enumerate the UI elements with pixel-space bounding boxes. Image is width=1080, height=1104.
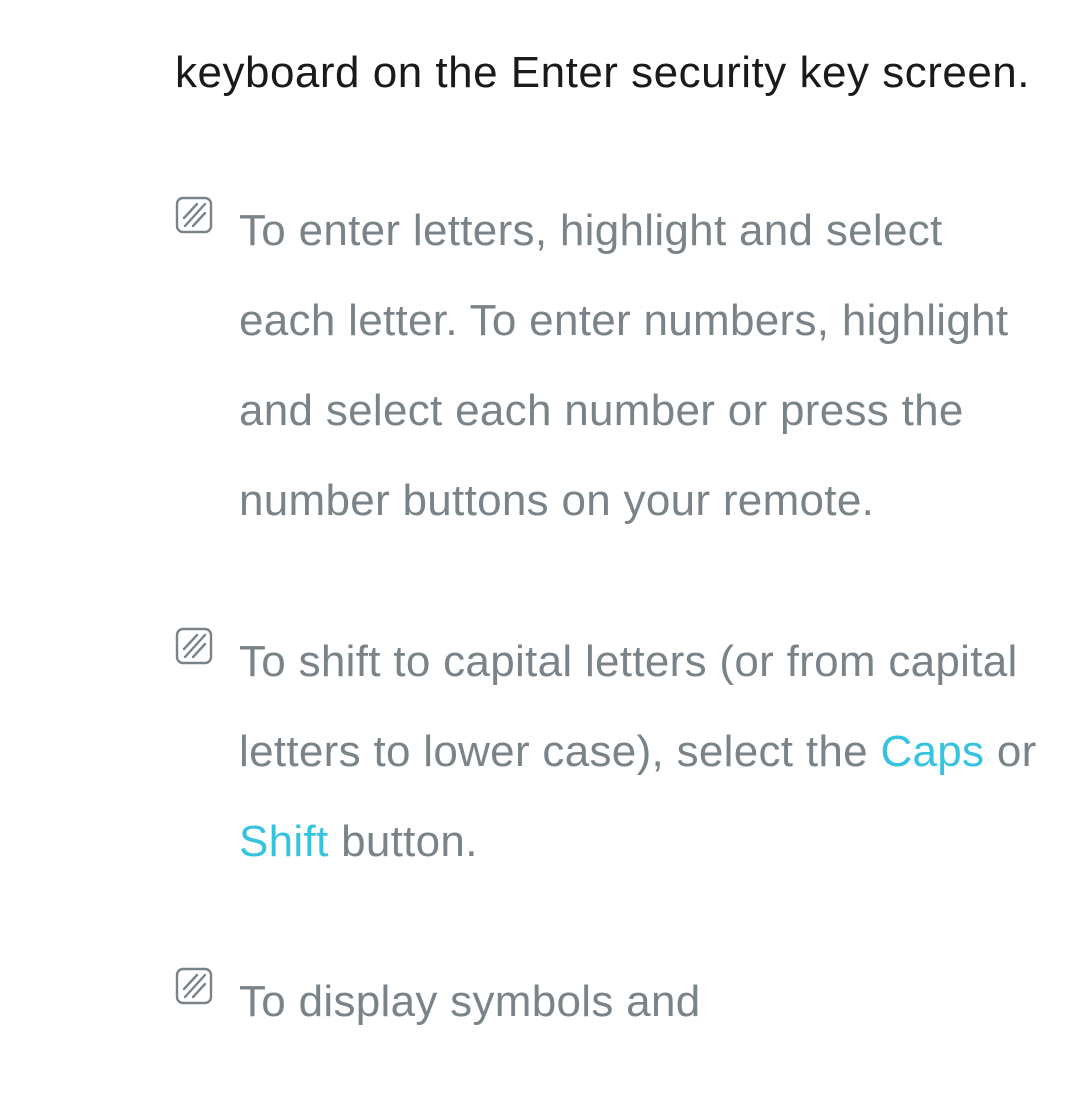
note-text: To shift to capital letters (or from cap… xyxy=(239,617,1040,888)
note-text-segment: or xyxy=(984,727,1036,776)
note-item: To enter letters, highlight and select e… xyxy=(175,186,1040,547)
note-text-segment: button. xyxy=(329,817,478,866)
note-item: To shift to capital letters (or from cap… xyxy=(175,617,1040,888)
note-icon xyxy=(175,196,213,234)
note-icon xyxy=(175,967,213,1005)
note-item: To display symbols and xyxy=(175,957,1040,1047)
note-text-segment: To enter letters, highlight and select e… xyxy=(239,206,1008,526)
document-page: keyboard on the Enter security key scree… xyxy=(0,0,1080,1047)
note-text-segment: To display symbols and xyxy=(239,977,701,1026)
notes-list: To enter letters, highlight and select e… xyxy=(175,186,1040,1048)
note-text: To display symbols and xyxy=(239,957,701,1047)
highlight-text: Shift xyxy=(239,817,329,866)
note-icon xyxy=(175,627,213,665)
intro-paragraph: keyboard on the Enter security key scree… xyxy=(175,30,1040,116)
note-text: To enter letters, highlight and select e… xyxy=(239,186,1040,547)
highlight-text: Caps xyxy=(880,727,984,776)
